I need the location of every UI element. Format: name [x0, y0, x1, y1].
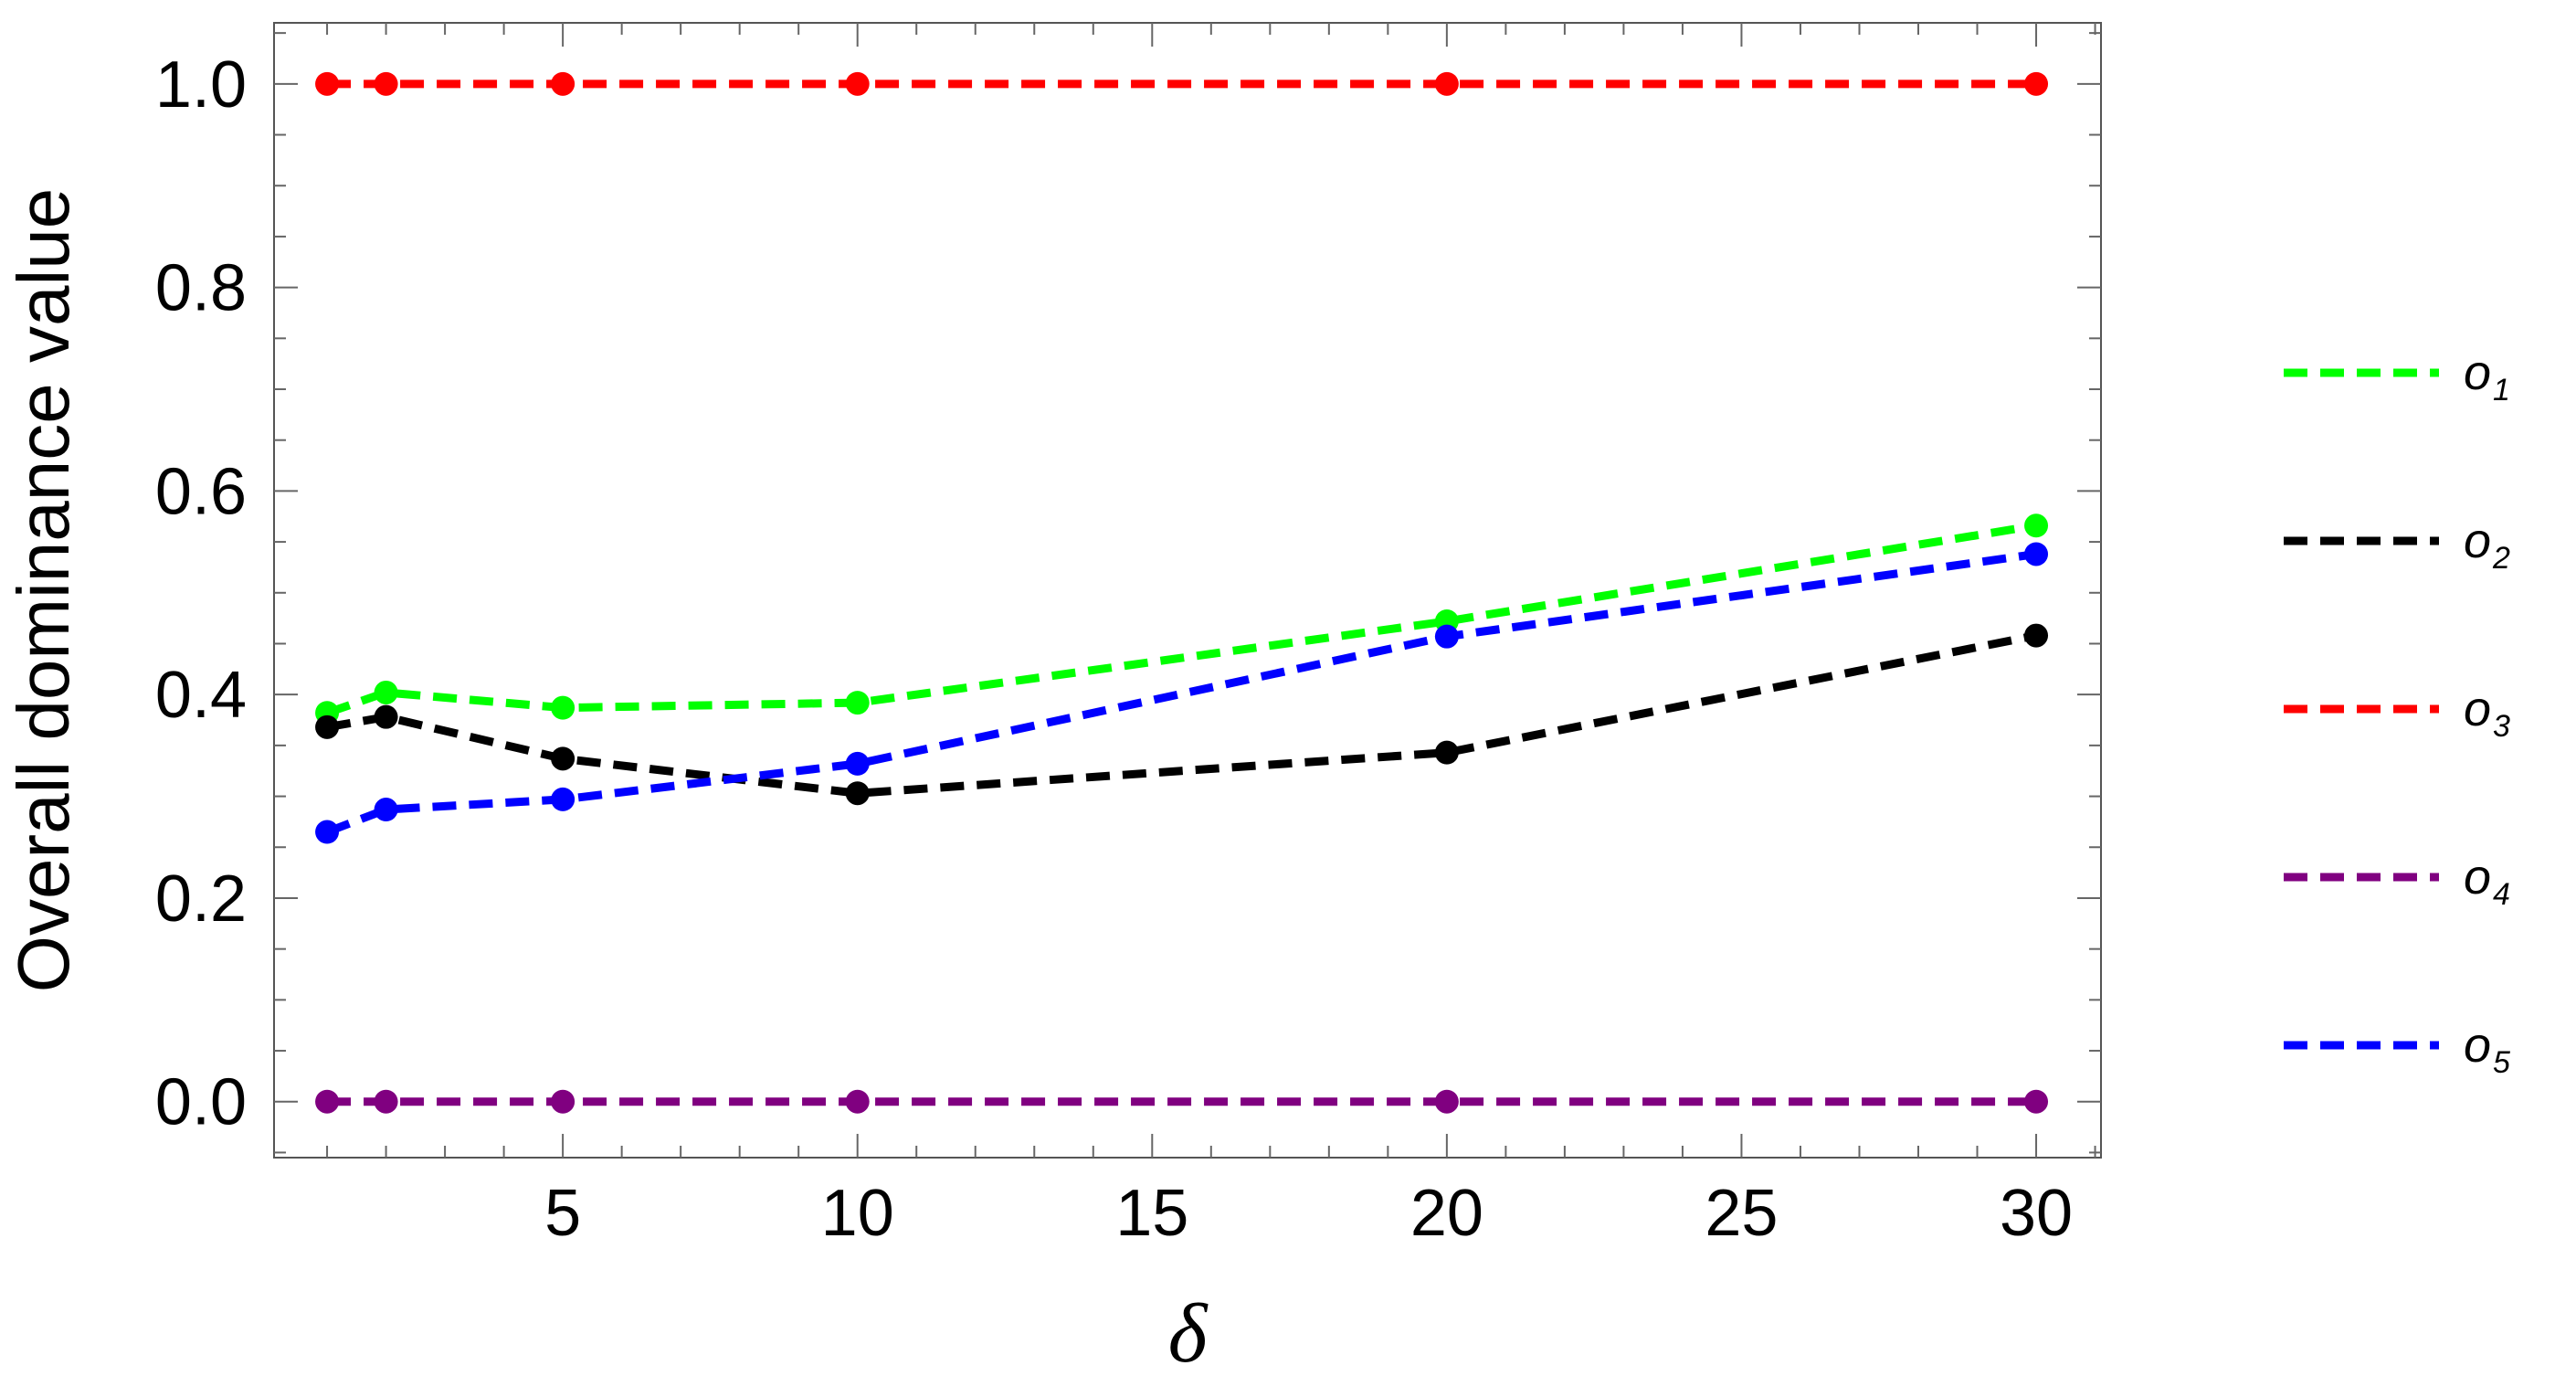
data-point	[845, 781, 870, 806]
data-point	[374, 798, 398, 822]
data-point	[2024, 623, 2049, 648]
x-tick-label: 10	[821, 1177, 894, 1250]
legend: o 1o 2o 3o 4o 5	[2284, 345, 2510, 1080]
data-point	[374, 704, 398, 729]
y-axis-ticks: 0.0 0.2 0.4 0.6 0.8 1.0	[155, 48, 247, 1139]
x-tick-label: 5	[544, 1177, 581, 1250]
data-point	[845, 1089, 870, 1114]
series-line	[325, 549, 2037, 836]
data-point	[315, 71, 340, 96]
data-point	[2024, 71, 2049, 96]
minor-ticks	[274, 23, 2101, 1158]
plot-frame	[273, 22, 2102, 1159]
data-point	[2024, 513, 2049, 538]
series-o4	[315, 1089, 2049, 1114]
y-tick-label: 0.0	[155, 1066, 247, 1139]
y-tick-label: 0.6	[155, 455, 247, 528]
data-point	[551, 746, 575, 771]
x-tick-label: 30	[2000, 1177, 2073, 1250]
legend-subscript: 4	[2493, 877, 2510, 912]
data-point	[551, 1089, 575, 1114]
legend-label: o	[2464, 682, 2491, 736]
legend-label: o	[2464, 850, 2491, 905]
data-point	[1434, 740, 1459, 765]
data-point	[1434, 71, 1459, 96]
data-point	[845, 751, 870, 776]
data-point	[315, 820, 340, 844]
legend-subscript: 3	[2493, 709, 2510, 744]
legend-subscript: 5	[2493, 1045, 2510, 1080]
x-tick-label: 25	[1705, 1177, 1778, 1250]
series-o3	[315, 71, 2049, 96]
y-tick-label: 0.4	[155, 659, 247, 732]
data-point	[551, 695, 575, 720]
x-axis-title: δ	[1168, 1286, 1209, 1380]
data-point	[2024, 542, 2049, 566]
legend-subscript: 1	[2493, 373, 2510, 407]
data-point	[845, 71, 870, 96]
x-tick-label: 15	[1115, 1177, 1188, 1250]
series-layer	[315, 71, 2049, 1114]
y-tick-label: 0.8	[155, 252, 247, 325]
legend-subscript: 2	[2492, 541, 2510, 576]
data-point	[1434, 624, 1459, 649]
data-point	[315, 714, 340, 739]
series-o5	[315, 542, 2049, 844]
y-tick-label: 1.0	[155, 48, 247, 122]
y-axis-title: Overall dominance value	[3, 188, 84, 992]
x-axis-ticks: 5 10 15 20 25 30	[544, 1177, 2073, 1250]
data-point	[845, 691, 870, 715]
data-point	[1434, 1089, 1459, 1114]
data-point	[374, 1089, 398, 1114]
data-point	[551, 787, 575, 811]
x-tick-label: 20	[1410, 1177, 1483, 1250]
y-tick-label: 0.2	[155, 863, 247, 936]
series-o2	[315, 623, 2049, 806]
data-point	[551, 71, 575, 96]
data-point	[315, 1089, 340, 1114]
data-point	[374, 71, 398, 96]
legend-label: o	[2464, 513, 2491, 568]
data-point	[374, 680, 398, 704]
series-o1	[315, 513, 2049, 725]
legend-label: o	[2464, 345, 2491, 400]
data-point	[2024, 1089, 2049, 1114]
legend-label: o	[2464, 1018, 2491, 1073]
